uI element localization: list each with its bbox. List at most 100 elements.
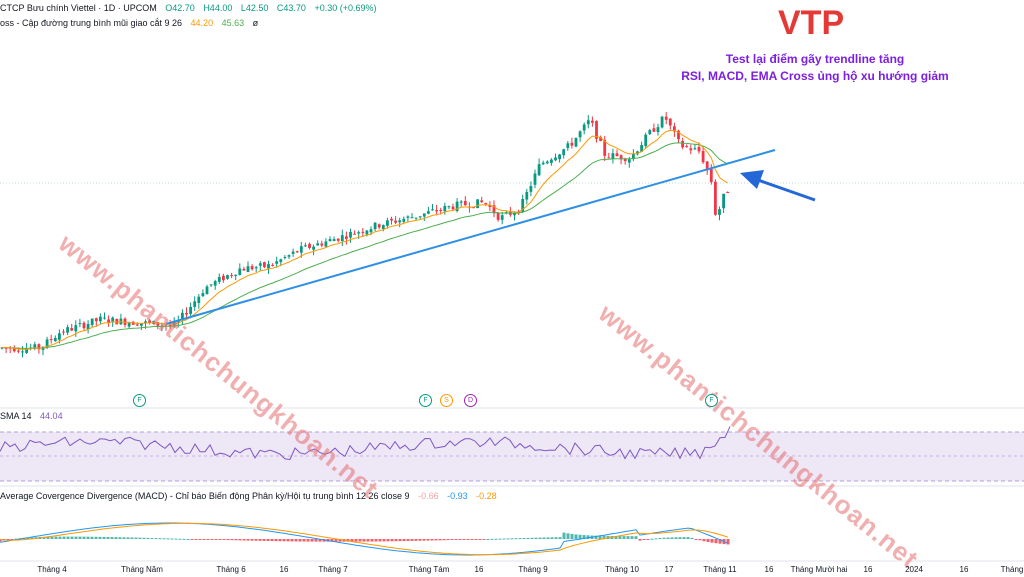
candle-body: [394, 220, 397, 223]
candle-body: [386, 220, 389, 226]
macd-hist-bar: [258, 539, 262, 541]
macd-hist-bar: [126, 537, 130, 539]
ema-indicator-header[interactable]: oss - Cập đường trung bình mũi giao cắt …: [0, 18, 264, 28]
macd-hist-bar: [150, 537, 154, 539]
candle-body: [439, 209, 443, 211]
trendline: [165, 149, 776, 325]
candle-body: [316, 243, 320, 246]
rsi-value: 44.04: [40, 411, 63, 421]
macd-hist-bar: [654, 538, 658, 540]
candle-body: [595, 120, 598, 139]
candle-body: [697, 146, 701, 152]
event-marker-3[interactable]: S: [440, 394, 453, 407]
candle-body: [586, 120, 590, 125]
event-marker-1[interactable]: F: [133, 394, 146, 407]
candle-body: [422, 213, 426, 217]
macd-hist-bar: [614, 536, 618, 539]
symbol-name[interactable]: CTCP Bưu chính Viettel · 1D · UPCOM: [0, 3, 157, 13]
macd-hist-bar: [102, 536, 106, 539]
x-tick-label: Tháng Năm: [121, 565, 163, 574]
macd-hist-bar: [462, 539, 466, 540]
candle-body: [58, 333, 61, 340]
candle-body: [558, 154, 561, 160]
symbol-header: CTCP Bưu chính Viettel · 1D · UPCOM O42.…: [0, 3, 383, 13]
candle-body: [541, 162, 545, 165]
macd-legend[interactable]: Average Covergence Divergence (MACD) - C…: [0, 491, 503, 501]
macd-histogram: [0, 532, 730, 545]
rsi-line: [0, 426, 731, 461]
macd-hist-bar: [394, 539, 398, 542]
candle-body: [304, 245, 307, 247]
rsi-legend[interactable]: SMA 14 44.04: [0, 411, 69, 421]
candle-body: [70, 328, 74, 331]
macd-hist-bar: [534, 537, 538, 539]
macd-hist-bar: [238, 539, 242, 541]
macd-hist-bar: [514, 538, 518, 540]
candle-body: [496, 212, 500, 220]
candle-body: [17, 350, 20, 352]
macd-hist-bar: [194, 539, 198, 540]
candle-body: [459, 201, 463, 203]
macd-hist-bar: [50, 536, 54, 539]
candle-body: [578, 131, 582, 138]
candle-body: [476, 199, 479, 209]
x-tick-label: Tháng 10: [605, 565, 639, 574]
annotation-line-2: RSI, MACD, EMA Cross ủng hộ xu hướng giả…: [681, 69, 949, 83]
macd-hist-bar: [106, 536, 110, 539]
candle-body: [340, 235, 344, 242]
x-tick-label: 17: [664, 565, 674, 574]
macd-hist-bar: [70, 536, 74, 539]
x-tick-label: Tháng Mười hai: [790, 565, 848, 574]
candle-body: [681, 141, 684, 148]
macd-hist-bar: [494, 538, 498, 540]
macd-hist-bar: [318, 539, 322, 542]
candle-body: [644, 134, 648, 147]
candle-body: [550, 159, 553, 163]
x-tick-label: Tháng: [1000, 565, 1024, 574]
candle-body: [25, 348, 28, 353]
candle-body: [591, 120, 594, 123]
macd-hist-bar: [434, 539, 438, 541]
candle-body: [664, 116, 668, 120]
macd-hist-bar: [562, 532, 566, 539]
macd-hist-bar: [526, 537, 530, 539]
candle-body: [632, 153, 635, 160]
macd-hist-bar: [726, 539, 730, 545]
candle-body: [217, 276, 221, 282]
annotation-line-1: Test lại điểm gãy trendline tăng: [725, 52, 905, 66]
event-marker-5[interactable]: F: [705, 394, 718, 407]
macd-hist-bar: [54, 536, 58, 539]
macd-hist-bar: [414, 539, 418, 541]
macd-hist-bar: [122, 537, 126, 539]
candle-body: [726, 192, 730, 194]
macd-hist-bar: [378, 539, 382, 542]
macd-hist-bar: [618, 536, 622, 539]
candle-body: [377, 224, 381, 228]
event-label-4: D: [467, 397, 474, 404]
candle-body: [447, 206, 451, 208]
candle-body: [336, 238, 340, 241]
candle-body: [410, 217, 414, 219]
candle-body: [99, 316, 102, 322]
candle-body: [156, 322, 160, 326]
macd-hist-bar: [578, 534, 582, 539]
macd-hist-bar: [650, 538, 654, 540]
candle-body: [673, 126, 676, 132]
event-marker-2[interactable]: F: [419, 394, 432, 407]
macd-hist-bar: [130, 537, 134, 539]
event-marker-4[interactable]: D: [464, 394, 477, 407]
macd-hist-bar: [690, 537, 694, 539]
candle-body: [213, 281, 217, 286]
candle-body: [49, 339, 53, 341]
macd-hist-bar: [582, 535, 586, 539]
macd-hist-bar: [74, 536, 78, 539]
candle-body: [369, 229, 373, 233]
macd-hist-bar: [262, 539, 266, 541]
candle-body: [603, 139, 607, 156]
candle-body: [693, 148, 697, 150]
macd-hist-bar: [498, 538, 502, 540]
macd-hist-bar: [250, 539, 254, 541]
macd-hist-bar: [698, 539, 702, 541]
arrow-annotation: [740, 170, 816, 202]
